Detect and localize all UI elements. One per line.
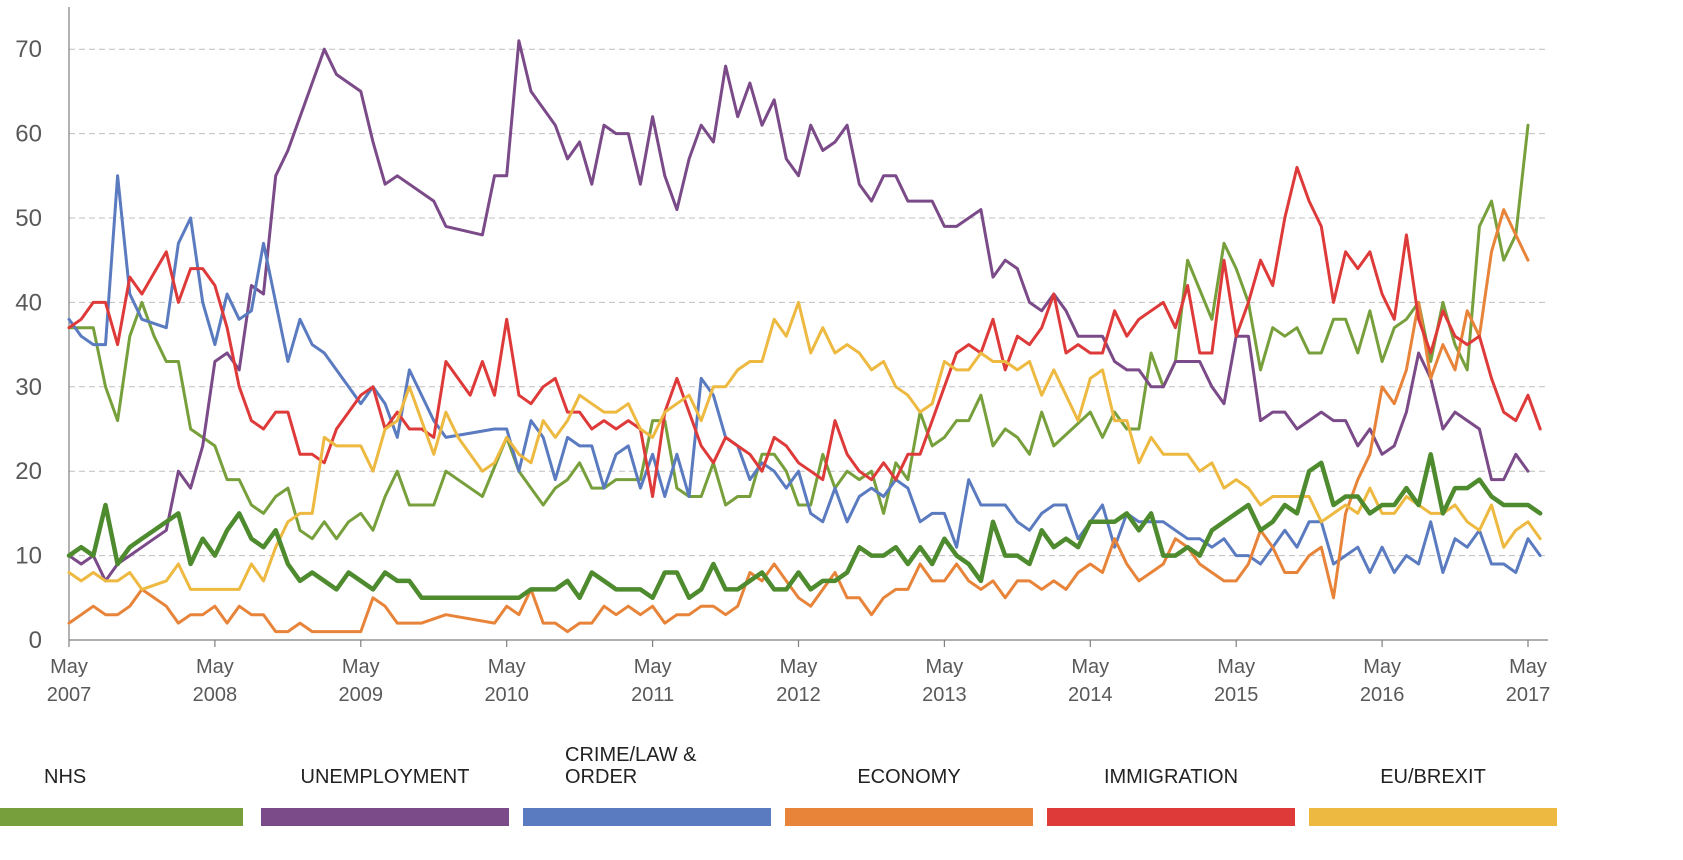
series-line-unlabeled (66, 452, 1543, 601)
legend-swatch (1309, 808, 1557, 826)
y-axis: 0 10 20 30 40 50 60 70 (15, 7, 70, 654)
y-tick-label: 30 (15, 374, 42, 401)
x-tick-label-year: 2017 (1506, 684, 1551, 706)
x-tick-label-month: May (1217, 656, 1255, 678)
x-tick-label-year: 2010 (484, 684, 529, 706)
x-tick-label-year: 2011 (631, 684, 674, 706)
x-tick-label-month: May (196, 656, 234, 678)
x-tick-label-month: May (1509, 656, 1547, 678)
gridlines (69, 48, 1548, 557)
legend-label: UNEMPLOYMENT (300, 766, 470, 788)
y-tick-label: 60 (15, 121, 42, 148)
y-tick-label: 40 (15, 289, 42, 316)
series-line-economy (67, 208, 1530, 634)
legend-label: NHS (44, 766, 87, 788)
legend-swatch (785, 808, 1033, 826)
x-tick-label-month: May (634, 656, 672, 678)
x-tick-label-month: May (780, 656, 818, 678)
series-line-crime-law-order (67, 174, 1542, 574)
series-line-unemployment (67, 39, 1530, 583)
y-tick-label: 70 (15, 36, 42, 63)
series-line-eu-brexit (67, 300, 1542, 591)
x-tick-label-year: 2008 (193, 684, 238, 706)
y-tick-label: 10 (15, 543, 42, 570)
y-tick-label: 0 (29, 627, 42, 654)
legend-swatch (1047, 808, 1295, 826)
x-tick-label-year: 2012 (776, 684, 821, 706)
legend-swatch (0, 808, 243, 826)
series-line-nhs (67, 123, 1530, 541)
x-tick-label-month: May (488, 656, 526, 678)
x-tick-label-month: May (50, 656, 88, 678)
x-tick-label-year: 2015 (1214, 684, 1259, 706)
y-tick-label: 20 (15, 458, 42, 485)
x-tick-label-year: 2009 (339, 684, 384, 706)
x-tick-label-year: 2014 (1068, 684, 1113, 706)
legend-label: CRIME/LAW & ORDER (565, 744, 697, 788)
x-axis: May 2007 May 2008 May 2009 May 2010 May 2011 May 20… (47, 639, 1551, 706)
legend-swatch (261, 808, 509, 826)
legend-label: EU/BREXIT (1380, 766, 1486, 788)
x-tick-label-year: 2013 (922, 684, 967, 706)
series-lines (66, 39, 1543, 634)
x-tick-label-month: May (1363, 656, 1401, 678)
legend-swatch (523, 808, 771, 826)
y-tick-label: 50 (15, 205, 42, 232)
x-tick-label-year: 2007 (47, 684, 92, 706)
x-tick-label-year: 2016 (1360, 684, 1405, 706)
x-tick-label-month: May (342, 656, 380, 678)
x-tick-label-month: May (1071, 656, 1109, 678)
x-tick-label-month: May (926, 656, 964, 678)
legend-label: IMMIGRATION (1103, 766, 1239, 788)
legend-label: ECONOMY (857, 766, 961, 788)
